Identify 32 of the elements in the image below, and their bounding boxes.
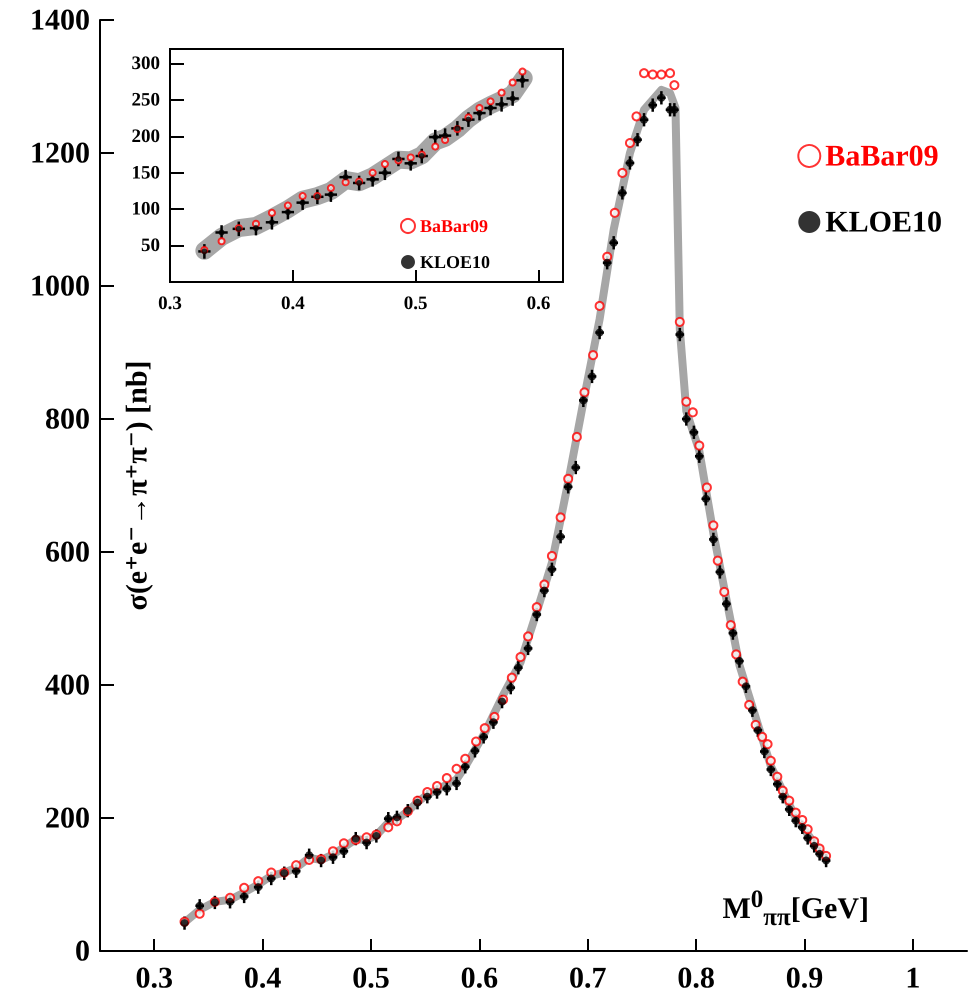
y-tick-label: 250 — [132, 89, 160, 110]
y-tick-label: 300 — [132, 53, 160, 74]
y-tick-label: 1000 — [30, 270, 90, 302]
x-tick-label: 0.7 — [568, 962, 606, 994]
y-tick-label: 200 — [45, 802, 90, 834]
y-tick-label: 1400 — [30, 4, 90, 36]
y-tick-label: 600 — [45, 536, 90, 568]
x-tick-label: 0.6 — [460, 962, 498, 994]
y-tick-label: 1200 — [30, 136, 90, 170]
y-tick-label: 50 — [141, 235, 160, 256]
x-tick-label: 0.5 — [352, 962, 390, 994]
y-tick-label: 400 — [45, 668, 90, 702]
x-tick-label: 0.9 — [786, 962, 824, 994]
legend-label: KLOE10 — [420, 252, 490, 272]
legend-label: KLOE10 — [825, 206, 942, 238]
x-tick-label: 0.4 — [280, 293, 306, 314]
x-tick-label: 1 — [905, 962, 920, 994]
y-axis-title: σ(e⁺e⁻→π⁺π⁻) [nb] — [120, 360, 154, 610]
y-tick-label: 800 — [45, 402, 90, 436]
x-tick-label: 0.4 — [244, 962, 282, 994]
x-axis-title: M$^{0}$$_{ππ}$[GeV] — [722, 886, 869, 932]
y-tick-label: 100 — [132, 198, 160, 220]
y-tick-label: 0 — [75, 934, 90, 968]
x-tick-label: 0.3 — [158, 293, 182, 314]
legend-label: BaBar09 — [825, 140, 939, 172]
x-tick-label: 0.5 — [404, 293, 428, 314]
legend-label: BaBar09 — [420, 216, 488, 236]
y-tick-label: 150 — [132, 162, 160, 184]
x-tick-label: 0.3 — [135, 962, 173, 994]
x-tick-label: 0.8 — [677, 962, 715, 994]
x-tick-label: 0.6 — [526, 293, 550, 314]
y-tick-label: 200 — [132, 126, 160, 147]
